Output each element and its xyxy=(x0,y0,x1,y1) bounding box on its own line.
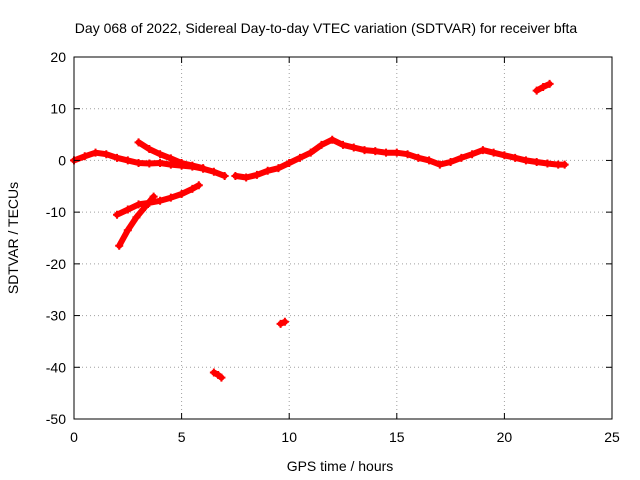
data-point xyxy=(220,171,229,180)
data-point xyxy=(478,146,487,155)
data-point xyxy=(317,140,326,149)
data-point xyxy=(156,159,165,168)
data-point xyxy=(194,181,203,190)
data-point xyxy=(252,170,261,179)
x-tick-label: 0 xyxy=(70,429,78,445)
data-point xyxy=(521,156,530,165)
grid-layer xyxy=(74,57,612,419)
data-point xyxy=(360,146,369,155)
y-tick-label: 20 xyxy=(50,49,66,65)
tick-layer: 0 5 10 15 20 25 20 10 0 -10 -20 -30 -40 -50 xyxy=(46,49,620,445)
data-point xyxy=(543,159,552,168)
plot-frame xyxy=(73,56,613,420)
data-point xyxy=(306,148,315,157)
data-point xyxy=(209,368,218,377)
data-point xyxy=(274,164,283,173)
data-point xyxy=(295,153,304,162)
data-point xyxy=(123,226,132,235)
data-point xyxy=(149,192,158,201)
y-tick-label: 0 xyxy=(58,152,66,168)
data-point xyxy=(414,153,423,162)
data-point xyxy=(231,171,240,180)
y-tick-label: -30 xyxy=(46,308,66,324)
data-point xyxy=(392,148,401,157)
data-point xyxy=(132,213,141,222)
data-point xyxy=(145,145,154,154)
data-point xyxy=(328,135,337,144)
data-point xyxy=(113,210,122,219)
data-point xyxy=(199,164,208,173)
x-tick-label: 5 xyxy=(178,429,186,445)
data-point xyxy=(280,317,289,326)
data-point xyxy=(134,138,143,147)
data-point xyxy=(188,184,197,193)
x-tick-label: 20 xyxy=(497,429,513,445)
x-tick-label: 10 xyxy=(281,429,297,445)
data-point xyxy=(403,150,412,159)
data-point xyxy=(242,173,251,182)
data-point xyxy=(91,148,100,157)
data-layer xyxy=(70,79,569,382)
data-point xyxy=(177,159,186,168)
data-point xyxy=(349,143,358,152)
y-axis-label: SDTVAR / TECUs xyxy=(5,182,21,294)
data-point xyxy=(102,150,111,159)
data-point xyxy=(457,153,466,162)
data-point xyxy=(435,160,444,169)
x-tick-label: 25 xyxy=(604,429,620,445)
x-tick-label: 15 xyxy=(389,429,405,445)
data-point xyxy=(166,154,175,163)
data-point xyxy=(156,150,165,159)
data-point xyxy=(166,193,175,202)
data-point xyxy=(382,148,391,157)
data-point xyxy=(500,151,509,160)
x-axis-label: GPS time / hours xyxy=(287,458,394,474)
y-tick-label: 10 xyxy=(50,101,66,117)
data-point xyxy=(425,156,434,165)
data-point xyxy=(188,161,197,170)
data-point xyxy=(371,147,380,156)
data-point xyxy=(123,156,132,165)
data-point xyxy=(217,373,226,382)
data-point xyxy=(539,82,548,91)
data-point xyxy=(468,150,477,159)
data-point xyxy=(545,79,554,88)
data-point xyxy=(115,241,124,250)
data-point xyxy=(123,205,132,214)
data-point xyxy=(177,190,186,199)
data-point xyxy=(263,166,272,175)
data-point xyxy=(134,200,143,209)
data-point xyxy=(145,159,154,168)
data-point xyxy=(113,153,122,162)
data-point xyxy=(134,159,143,168)
data-point xyxy=(339,140,347,149)
y-tick-label: -50 xyxy=(46,411,66,427)
data-point xyxy=(156,196,165,205)
y-tick-label: -40 xyxy=(46,359,66,375)
data-point xyxy=(276,319,285,328)
data-point xyxy=(446,157,455,166)
data-point xyxy=(141,202,150,211)
data-point xyxy=(532,157,541,166)
data-point xyxy=(511,153,520,162)
data-point xyxy=(80,152,89,161)
y-tick-label: -10 xyxy=(46,204,66,220)
data-point xyxy=(209,167,218,176)
data-point xyxy=(489,148,498,157)
y-tick-label: -20 xyxy=(46,256,66,272)
data-point xyxy=(532,86,541,95)
data-point xyxy=(285,159,294,168)
chart-title: Day 068 of 2022, Sidereal Day-to-day VTE… xyxy=(75,20,578,36)
data-point xyxy=(560,160,569,169)
